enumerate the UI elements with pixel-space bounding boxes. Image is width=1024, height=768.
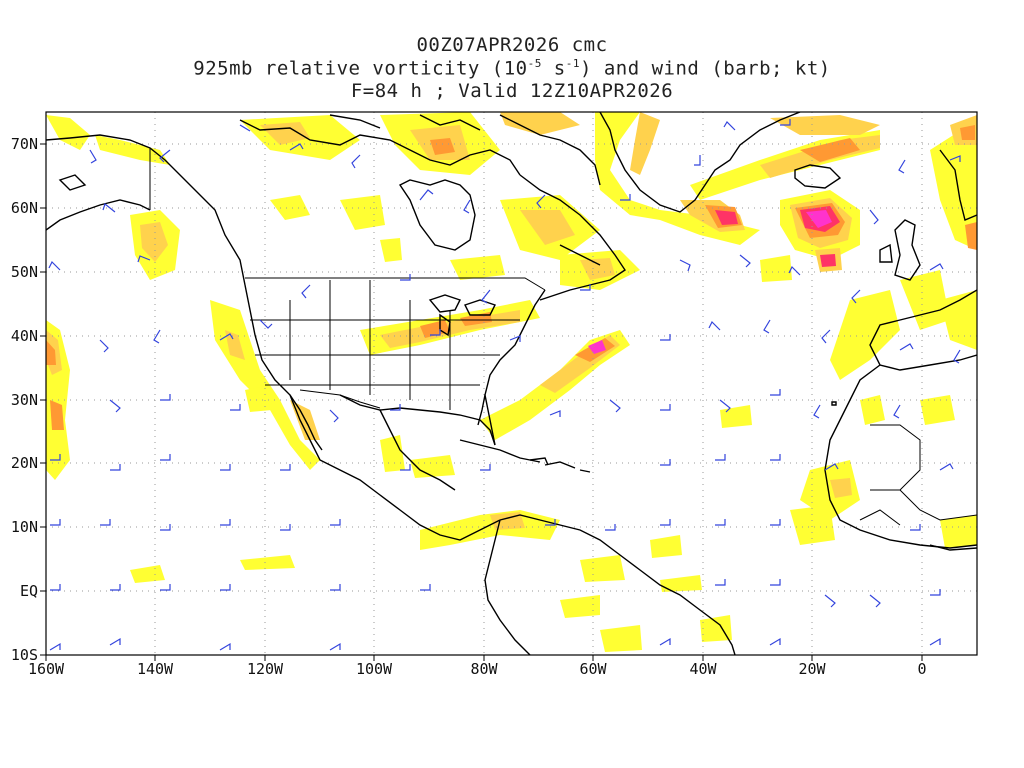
lat-label-60n: 60N xyxy=(11,199,38,217)
lon-label-140w: 140W xyxy=(137,660,174,678)
lon-label-60w: 60W xyxy=(579,660,607,678)
lat-label-30n: 30N xyxy=(11,391,38,409)
lon-label-20w: 20W xyxy=(798,660,826,678)
title-valid: F=84 h ; Valid 12Z10APR2026 xyxy=(350,80,674,102)
title-field: 925mb relative vorticity (10-5 s-1) and … xyxy=(193,57,831,80)
vorticity-shading xyxy=(46,112,977,652)
lon-label-120w: 120W xyxy=(247,660,284,678)
lat-label-40n: 40N xyxy=(11,327,38,345)
map-frame xyxy=(45,111,978,656)
axis-ticks xyxy=(40,143,923,661)
political-borders xyxy=(149,148,977,526)
lat-label-eq: EQ xyxy=(20,582,38,600)
wind-barbs xyxy=(48,119,961,651)
lat-label-50n: 50N xyxy=(11,263,38,281)
title-run: 00Z07APR2026 cmc xyxy=(416,34,608,56)
lat-label-10s: 10S xyxy=(11,646,38,664)
lat-label-70n: 70N xyxy=(11,135,38,153)
lat-label-20n: 20N xyxy=(11,454,38,472)
graticule xyxy=(46,112,977,655)
coastlines xyxy=(46,112,977,655)
lon-label-0: 0 xyxy=(917,660,926,678)
lon-label-40w: 40W xyxy=(689,660,717,678)
lon-label-100w: 100W xyxy=(356,660,393,678)
lon-label-160w: 160W xyxy=(28,660,65,678)
lon-label-80w: 80W xyxy=(470,660,498,678)
lat-label-10n: 10N xyxy=(11,518,38,536)
